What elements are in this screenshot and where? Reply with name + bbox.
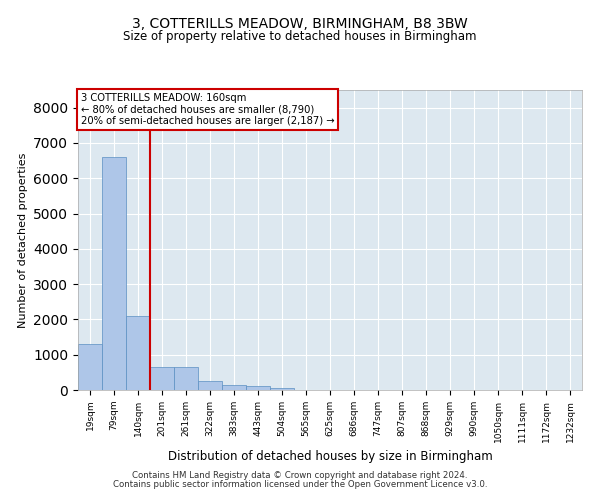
Text: 3 COTTERILLS MEADOW: 160sqm
← 80% of detached houses are smaller (8,790)
20% of : 3 COTTERILLS MEADOW: 160sqm ← 80% of det…: [80, 93, 334, 126]
Y-axis label: Number of detached properties: Number of detached properties: [17, 152, 28, 328]
Bar: [246, 386, 270, 390]
Text: Contains public sector information licensed under the Open Government Licence v3: Contains public sector information licen…: [113, 480, 487, 489]
Bar: [198, 381, 222, 390]
Bar: [126, 316, 150, 390]
Bar: [222, 386, 246, 390]
Bar: [150, 367, 174, 390]
Text: 3, COTTERILLS MEADOW, BIRMINGHAM, B8 3BW: 3, COTTERILLS MEADOW, BIRMINGHAM, B8 3BW: [132, 18, 468, 32]
Text: Size of property relative to detached houses in Birmingham: Size of property relative to detached ho…: [123, 30, 477, 43]
Text: Contains HM Land Registry data © Crown copyright and database right 2024.: Contains HM Land Registry data © Crown c…: [132, 471, 468, 480]
Bar: [174, 368, 198, 390]
Bar: [102, 157, 126, 390]
Bar: [78, 344, 102, 390]
Bar: [270, 388, 294, 390]
X-axis label: Distribution of detached houses by size in Birmingham: Distribution of detached houses by size …: [167, 450, 493, 463]
